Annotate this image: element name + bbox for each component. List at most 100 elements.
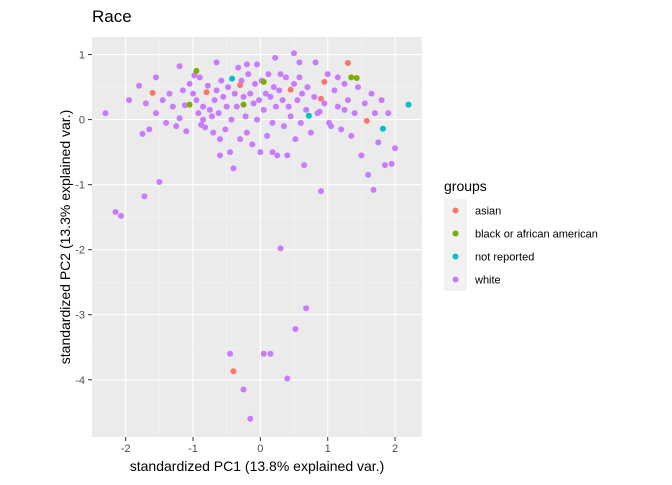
point-white xyxy=(355,84,362,91)
point-white xyxy=(186,80,193,87)
point-white xyxy=(264,132,271,139)
point-white xyxy=(262,90,269,97)
point-white xyxy=(267,93,274,100)
legend-title: groups xyxy=(444,178,487,194)
point-white xyxy=(260,106,267,113)
point-white xyxy=(204,82,211,89)
point-asian xyxy=(344,60,351,67)
point-white xyxy=(173,123,180,130)
point-asian xyxy=(237,82,244,89)
point-white xyxy=(216,136,223,143)
point-white xyxy=(282,74,289,81)
point-white xyxy=(200,103,207,110)
point-white xyxy=(222,126,229,133)
point-white xyxy=(269,149,276,156)
point-white xyxy=(388,160,395,167)
point-asian xyxy=(317,95,324,102)
legend-key-black-or-african-american xyxy=(452,230,459,237)
point-white xyxy=(378,97,385,104)
point-white xyxy=(287,113,294,120)
legend-label-not-reported: not reported xyxy=(475,252,534,264)
point-white xyxy=(191,72,198,79)
point-white xyxy=(117,212,124,219)
point-white xyxy=(301,162,308,169)
point-white xyxy=(334,74,341,81)
point-white xyxy=(365,171,372,178)
point-white xyxy=(361,100,368,107)
point-asian xyxy=(230,368,237,375)
point-white xyxy=(254,61,260,68)
point-white xyxy=(126,97,133,104)
legend-items: asian black or african american not report… xyxy=(444,199,598,291)
point-white xyxy=(272,54,279,61)
point-white xyxy=(317,188,324,195)
y-tick-label: -3 xyxy=(75,310,85,322)
point-not-reported xyxy=(379,125,386,132)
point-white xyxy=(284,375,291,382)
point-white xyxy=(247,90,254,97)
point-black-or-african-american xyxy=(353,74,360,81)
point-white xyxy=(331,87,338,94)
point-white xyxy=(240,386,247,393)
point-white xyxy=(326,119,333,126)
point-white xyxy=(341,80,348,87)
point-white xyxy=(385,110,392,117)
point-white xyxy=(183,128,190,135)
point-white xyxy=(136,82,143,89)
point-white xyxy=(159,97,166,104)
point-white xyxy=(152,110,159,117)
point-white xyxy=(341,106,348,113)
legend-key-not-reported xyxy=(452,253,459,260)
point-white xyxy=(213,59,220,66)
point-asian xyxy=(321,78,328,85)
point-white xyxy=(292,136,299,143)
point-white xyxy=(303,305,310,312)
point-white xyxy=(324,71,331,78)
point-white xyxy=(292,326,299,333)
point-white xyxy=(142,100,149,107)
point-white xyxy=(375,139,382,146)
x-tick-label: 1 xyxy=(325,443,331,455)
point-black-or-african-american xyxy=(348,74,355,81)
data-points xyxy=(102,50,412,422)
point-white xyxy=(254,116,260,123)
point-white xyxy=(223,103,230,110)
point-white xyxy=(242,113,249,120)
point-white xyxy=(351,110,358,117)
point-white xyxy=(276,87,283,94)
grid-lines xyxy=(92,37,422,437)
chart-title: Race xyxy=(92,7,132,26)
point-white xyxy=(211,97,218,104)
point-white xyxy=(202,124,209,131)
point-white xyxy=(371,110,378,117)
y-tick-label: -4 xyxy=(75,375,85,387)
point-white xyxy=(299,90,306,97)
point-white xyxy=(334,103,341,110)
point-white xyxy=(291,80,298,87)
point-white xyxy=(181,102,188,109)
point-white xyxy=(294,97,301,104)
point-white xyxy=(190,90,197,97)
point-white xyxy=(228,116,235,123)
y-axis-label: standardized PC2 (13.3% explained var.) xyxy=(57,110,73,364)
point-white xyxy=(296,74,303,81)
point-white xyxy=(200,116,207,123)
legend-key-white xyxy=(452,276,459,283)
point-white xyxy=(231,90,238,97)
point-white xyxy=(193,97,200,104)
point-white xyxy=(163,119,170,126)
point-white xyxy=(392,145,399,152)
point-white xyxy=(265,71,272,78)
x-tick-label: 2 xyxy=(392,443,398,455)
point-black-or-african-american xyxy=(240,101,247,108)
point-asian xyxy=(363,117,370,124)
point-white xyxy=(277,245,284,252)
point-white xyxy=(307,129,314,136)
point-white xyxy=(311,93,318,100)
point-white xyxy=(240,93,247,100)
legend: groups asian black or african american not… xyxy=(444,178,598,291)
point-white xyxy=(225,84,232,91)
point-white xyxy=(272,103,279,110)
point-white xyxy=(233,103,240,110)
point-white xyxy=(169,103,176,110)
